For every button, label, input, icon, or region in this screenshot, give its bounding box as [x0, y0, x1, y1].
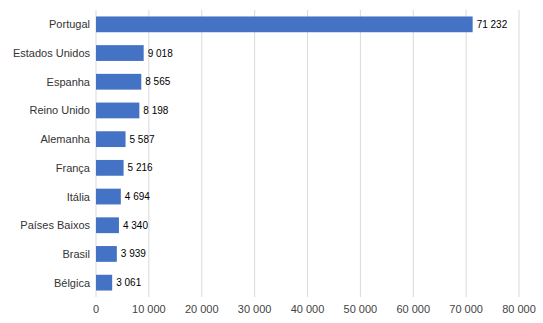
x-tick-label: 50 000 [344, 303, 378, 315]
bar [96, 246, 117, 262]
y-tick-label: Estados Unidos [13, 47, 91, 59]
y-tick-label: Brasil [62, 248, 90, 260]
bar [96, 74, 141, 90]
grid-line [307, 10, 308, 297]
grid-line [360, 10, 361, 297]
data-label: 5 587 [130, 134, 155, 145]
bar [96, 16, 473, 32]
data-label: 8 565 [145, 76, 170, 87]
grid-line [466, 10, 467, 297]
bar [96, 103, 139, 119]
x-tick-label: 0 [93, 303, 99, 315]
x-tick-label: 20 000 [185, 303, 219, 315]
data-label: 4 694 [125, 191, 150, 202]
chart: 0 10 000 20 000 30 000 40 000 50 000 60 000 70 … [0, 0, 543, 323]
data-label: 9 018 [148, 48, 173, 59]
x-tick-label: 80 000 [502, 303, 536, 315]
bar [96, 131, 126, 147]
x-ticks: 0 10 000 20 000 30 000 40 000 50 000 60 000 70 … [93, 303, 536, 315]
grid-line [254, 10, 255, 297]
grid-line [201, 10, 202, 297]
y-tick-label: Portugal [49, 18, 90, 30]
bars [96, 16, 473, 290]
x-tick-label: 10 000 [132, 303, 166, 315]
y-tick-label: Países Baixos [20, 219, 90, 231]
y-tick-label: França [56, 162, 91, 174]
bar [96, 189, 121, 205]
data-label: 8 198 [143, 105, 168, 116]
x-tick-label: 70 000 [449, 303, 483, 315]
y-tick-label: Bélgica [54, 277, 91, 289]
grid [96, 10, 519, 297]
data-labels: 3 061 3 939 4 340 4 694 5 216 5 587 8 198 8 565… [116, 19, 507, 288]
x-tick-label: 40 000 [291, 303, 325, 315]
y-tick-label: Reino Unido [29, 104, 90, 116]
data-label: 71 232 [477, 19, 508, 30]
bar [96, 160, 124, 176]
x-tick-label: 30 000 [238, 303, 272, 315]
bar [96, 45, 144, 61]
data-label: 4 340 [123, 220, 148, 231]
x-tick-label: 60 000 [396, 303, 430, 315]
bar [96, 275, 112, 291]
data-label: 5 216 [128, 162, 153, 173]
y-tick-label: Alemanha [40, 133, 90, 145]
grid-line [519, 10, 520, 297]
y-tick-label: Itália [67, 191, 91, 203]
y-ticks: Bélgica Brasil Países Baixos Itália França Al… [13, 18, 91, 288]
y-tick-label: Espanha [47, 76, 91, 88]
data-label: 3 939 [121, 248, 146, 259]
bar [96, 217, 119, 233]
grid-line [413, 10, 414, 297]
data-label: 3 061 [116, 277, 141, 288]
